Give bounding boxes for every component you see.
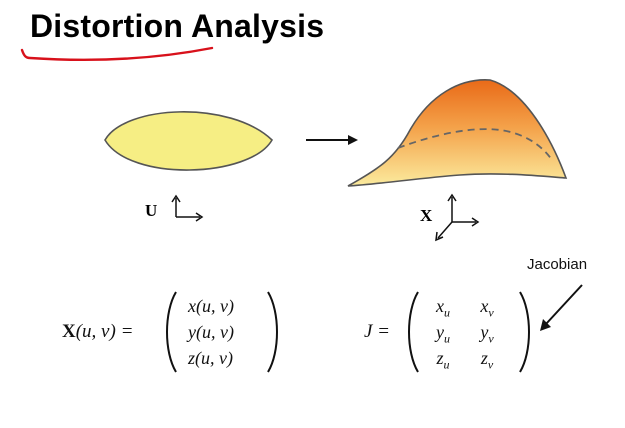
title-underline	[20, 46, 214, 62]
j-matrix-row: zu zv	[432, 345, 498, 372]
j-cell: zu	[436, 348, 450, 372]
x-matrix-row: z(u, v)	[188, 348, 233, 368]
x-matrix: x(u, v) y(u, v) z(u, v)	[188, 293, 234, 371]
j-cell: yu	[436, 322, 450, 346]
j-cell: zv	[480, 348, 494, 372]
jacobian-label: Jacobian	[527, 256, 588, 273]
x-matrix-left-paren	[166, 291, 177, 373]
x-matrix-row: y(u, v)	[188, 322, 234, 342]
j-matrix: xu xv yu yv zu zv	[432, 293, 498, 372]
jacobian-arrow	[540, 284, 583, 331]
parameter-domain-shape	[104, 111, 274, 171]
j-matrix-row: xu xv	[432, 293, 498, 320]
x-symbol: X	[62, 321, 76, 342]
surface-dashed-curve	[397, 128, 553, 161]
u-label: U	[145, 201, 158, 220]
j-equation-lhs: J =	[364, 321, 390, 343]
mapping-arrow	[306, 135, 358, 145]
x-matrix-right-paren	[267, 291, 278, 373]
j-matrix-row: yu yv	[432, 319, 498, 346]
x-equation-lhs: X(u, v) =	[62, 321, 133, 343]
x-matrix-row: x(u, v)	[188, 296, 234, 316]
j-cell: yv	[480, 322, 494, 346]
u-axes-icon	[171, 194, 204, 222]
x-axes-icon	[435, 193, 480, 242]
x-label: X	[420, 206, 433, 225]
surface-shape	[347, 79, 568, 187]
j-cell: xv	[480, 296, 494, 320]
x-args: (u, v) =	[75, 321, 134, 342]
j-matrix-right-paren	[519, 291, 530, 373]
j-symbol: J =	[364, 321, 391, 342]
j-matrix-left-paren	[408, 291, 419, 373]
j-cell: xu	[436, 296, 450, 320]
page-title: Distortion Analysis	[30, 8, 325, 44]
